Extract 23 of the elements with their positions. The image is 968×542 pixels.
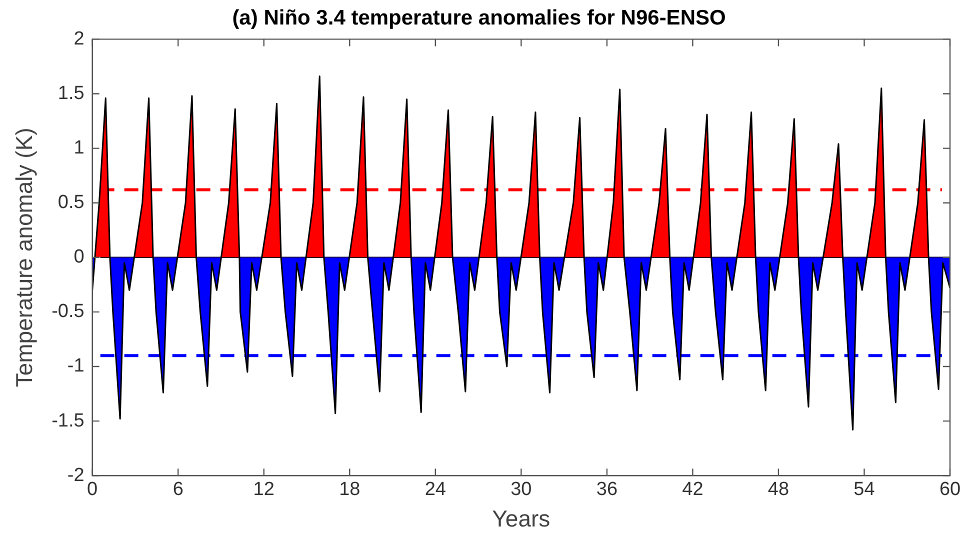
x-tick-label: 48	[768, 479, 790, 500]
y-tick-label: -2	[67, 464, 84, 486]
x-tick-label: 36	[596, 479, 618, 500]
y-axis-title: Temperature anomaly (K)	[11, 128, 38, 388]
y-tick-label: 1	[74, 138, 84, 159]
y-tick-label: 2	[74, 28, 84, 50]
x-tick-label: 24	[424, 479, 446, 500]
x-tick-label: 60	[939, 479, 961, 500]
x-tick-label: 42	[682, 479, 704, 500]
y-tick-label: -1	[67, 356, 84, 377]
x-tick-label: 0	[87, 479, 98, 500]
chart-title: (a) Niño 3.4 temperature anomalies for N96-ENSO	[232, 6, 726, 30]
x-tick-label: 54	[854, 479, 876, 500]
y-tick-label: 1.5	[58, 82, 84, 104]
y-tick-label: -0.5	[52, 301, 84, 322]
x-tick-label: 30	[510, 479, 532, 500]
y-tick-label: 0	[74, 246, 84, 268]
x-tick-label: 18	[339, 479, 360, 500]
y-tick-label: -1.5	[52, 410, 84, 432]
y-tick-label: 0.5	[58, 192, 84, 214]
x-tick-label: 12	[253, 479, 274, 500]
x-axis-title: Years	[492, 506, 550, 532]
x-tick-label: 6	[172, 479, 184, 500]
